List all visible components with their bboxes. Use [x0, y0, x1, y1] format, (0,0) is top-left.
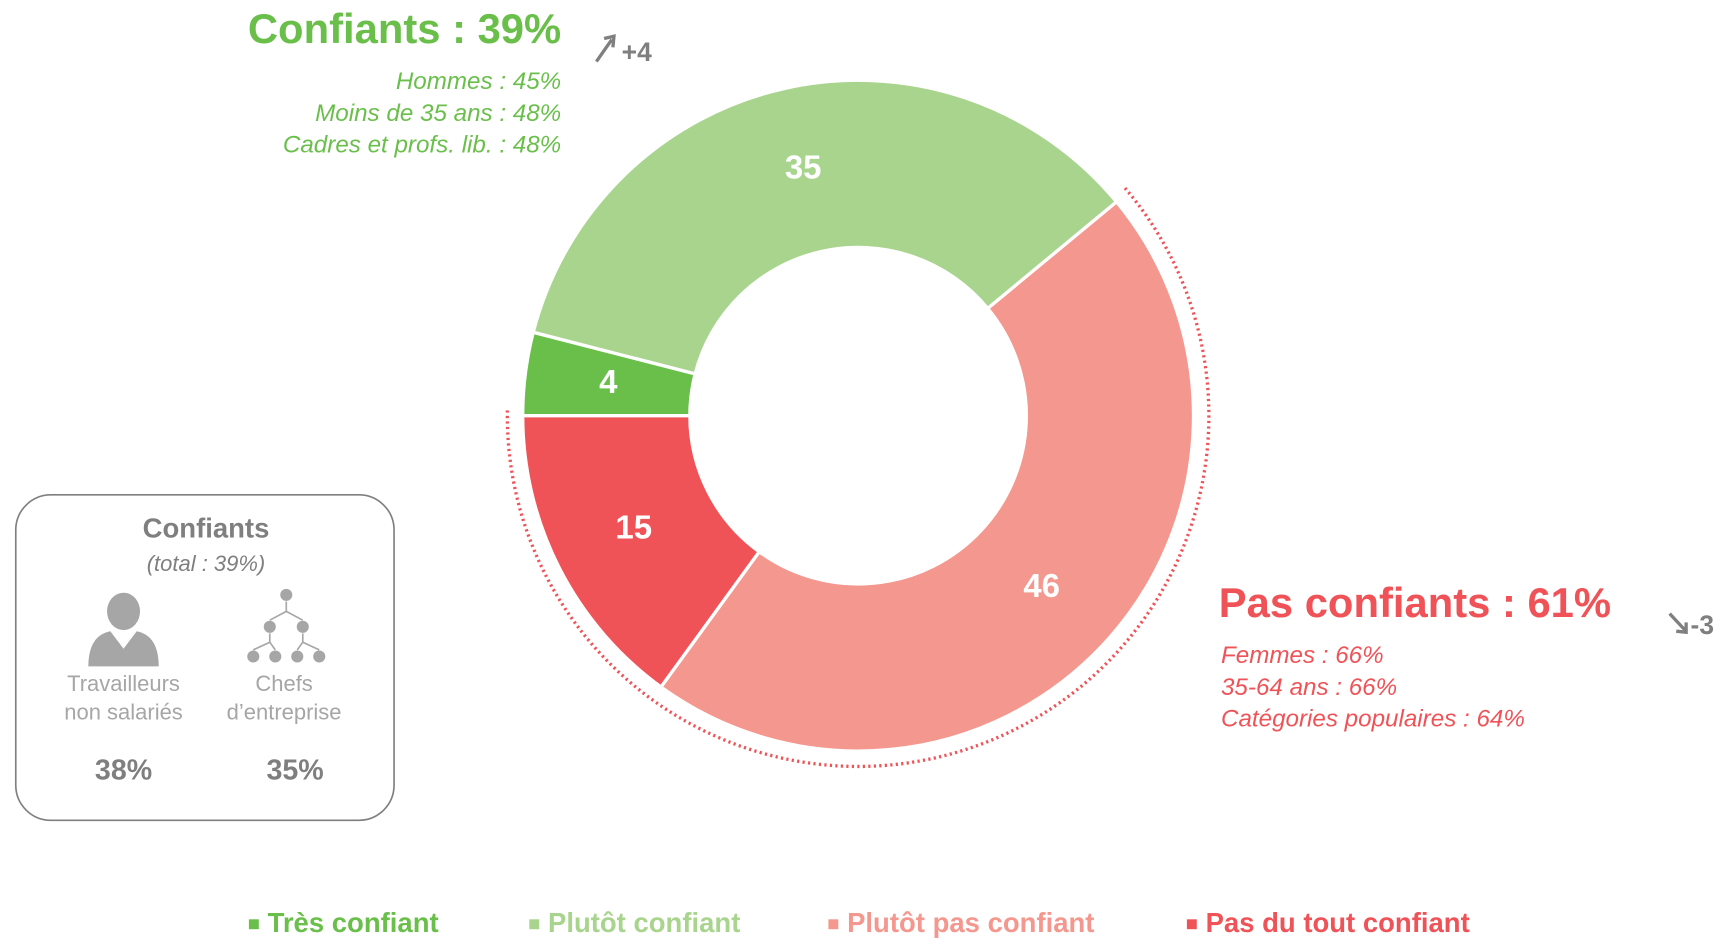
person-icon — [88, 592, 159, 667]
group-detail: Catégories populaires : 64% — [1221, 706, 1525, 733]
inset-item-label: Chefs — [255, 671, 312, 696]
legend-label: Très confiant — [268, 907, 439, 938]
group-detail: Hommes : 45% — [396, 68, 561, 95]
data-label: 35 — [785, 149, 822, 186]
group-detail: 35-64 ans : 66% — [1221, 674, 1397, 701]
group-detail: Moins de 35 ans : 48% — [315, 100, 561, 127]
group-detail: Femmes : 66% — [1221, 642, 1384, 669]
legend-label: Pas du tout confiant — [1206, 907, 1470, 938]
group-change: +4 — [622, 37, 652, 67]
inset-item-value: 38% — [95, 754, 152, 786]
inset-title: Confiants — [143, 512, 270, 543]
data-label: 4 — [599, 363, 618, 400]
legend-label: Plutôt pas confiant — [847, 907, 1094, 938]
inset-item-label: non salariés — [64, 699, 183, 724]
donut-segment — [658, 199, 1196, 753]
legend-swatch — [828, 919, 839, 930]
trend-arrow — [595, 34, 616, 63]
org-icon — [247, 588, 326, 663]
legend-swatch — [1186, 919, 1197, 930]
inset-item-label: Travailleurs — [67, 671, 180, 696]
inset-subtitle: (total : 39%) — [147, 551, 266, 576]
group-change: -3 — [1691, 610, 1714, 640]
legend-swatch — [248, 919, 259, 930]
inset-item-value: 35% — [266, 754, 323, 786]
inset-box — [14, 494, 395, 822]
legend-swatch — [529, 919, 540, 930]
legend-label: Plutôt confiant — [548, 907, 740, 938]
donut-segment — [521, 414, 762, 690]
group-bracket — [505, 186, 1211, 769]
group-title: Pas confiants : 61% — [1219, 579, 1611, 626]
donut-segment — [531, 78, 1119, 376]
data-label: 15 — [615, 509, 652, 546]
group-title: Confiants : 39% — [248, 5, 561, 52]
inset-item-label: d’entreprise — [227, 699, 342, 724]
group-detail: Cadres et profs. lib. : 48% — [283, 132, 561, 159]
trend-arrow — [1668, 612, 1688, 635]
data-label: 46 — [1023, 567, 1060, 604]
